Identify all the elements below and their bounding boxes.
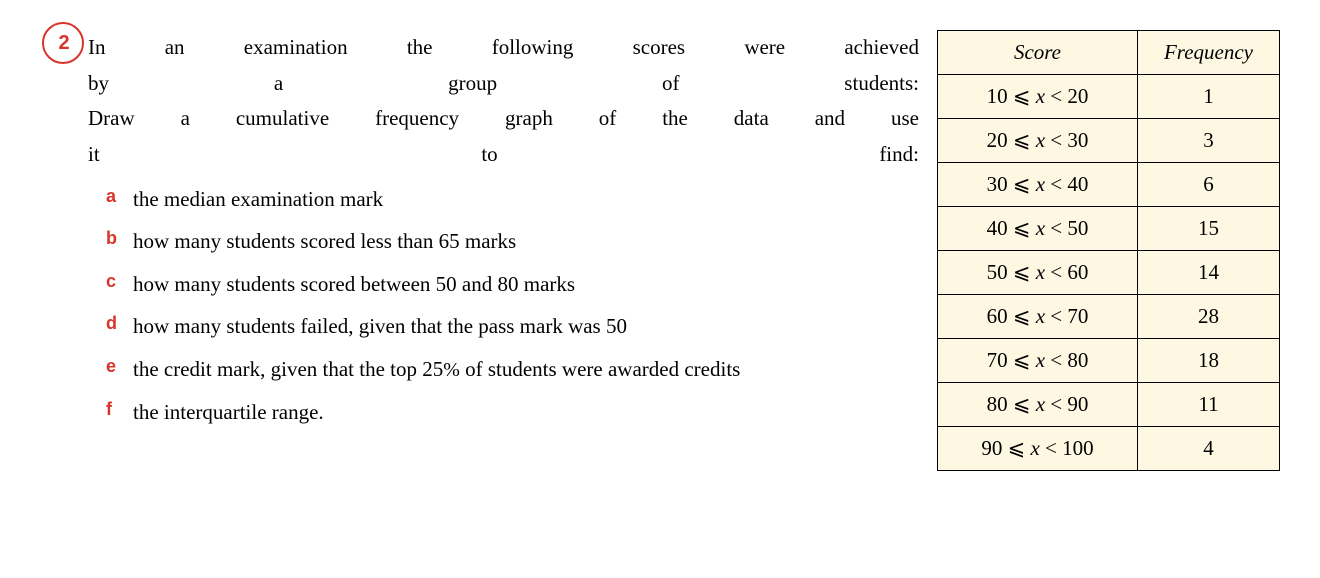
header-score: Score (937, 31, 1137, 75)
right-column: Score Frequency 10 ⩽ x < 20120 ⩽ x < 303… (937, 30, 1280, 471)
freq-cell: 1 (1137, 75, 1279, 119)
subpart-text: the interquartile range. (133, 396, 919, 429)
subpart-f: f the interquartile range. (88, 396, 919, 429)
subpart-c: c how many students scored between 50 an… (88, 268, 919, 301)
score-cell: 40 ⩽ x < 50 (937, 207, 1137, 251)
question-body: In an examination the following scores w… (88, 30, 919, 438)
table-row: 90 ⩽ x < 1004 (937, 427, 1279, 471)
table-row: 60 ⩽ x < 7028 (937, 295, 1279, 339)
header-frequency: Frequency (1137, 31, 1279, 75)
subpart-label: d (88, 310, 133, 343)
table-row: 80 ⩽ x < 9011 (937, 383, 1279, 427)
intro-line-4: it to find: (88, 142, 919, 166)
score-cell: 20 ⩽ x < 30 (937, 119, 1137, 163)
score-cell: 90 ⩽ x < 100 (937, 427, 1137, 471)
score-cell: 50 ⩽ x < 60 (937, 251, 1137, 295)
subpart-d: d how many students failed, given that t… (88, 310, 919, 343)
freq-cell: 4 (1137, 427, 1279, 471)
subpart-text: how many students scored between 50 and … (133, 268, 919, 301)
subpart-text: the median examination mark (133, 183, 919, 216)
subpart-text: the credit mark, given that the top 25% … (133, 353, 919, 386)
table-row: 40 ⩽ x < 5015 (937, 207, 1279, 251)
table-row: 70 ⩽ x < 8018 (937, 339, 1279, 383)
subpart-text: how many students failed, given that the… (133, 310, 919, 343)
freq-cell: 11 (1137, 383, 1279, 427)
table-row: 10 ⩽ x < 201 (937, 75, 1279, 119)
subpart-label: e (88, 353, 133, 386)
question-intro: In an examination the following scores w… (88, 30, 919, 173)
frequency-table: Score Frequency 10 ⩽ x < 20120 ⩽ x < 303… (937, 30, 1280, 471)
freq-cell: 18 (1137, 339, 1279, 383)
score-cell: 80 ⩽ x < 90 (937, 383, 1137, 427)
subpart-label: c (88, 268, 133, 301)
subpart-a: a the median examination mark (88, 183, 919, 216)
freq-cell: 14 (1137, 251, 1279, 295)
score-cell: 70 ⩽ x < 80 (937, 339, 1137, 383)
freq-cell: 6 (1137, 163, 1279, 207)
table-header-row: Score Frequency (937, 31, 1279, 75)
score-cell: 10 ⩽ x < 20 (937, 75, 1137, 119)
freq-cell: 28 (1137, 295, 1279, 339)
subpart-label: f (88, 396, 133, 429)
subparts-list: a the median examination mark b how many… (88, 183, 919, 429)
score-cell: 60 ⩽ x < 70 (937, 295, 1137, 339)
freq-cell: 3 (1137, 119, 1279, 163)
subpart-e: e the credit mark, given that the top 25… (88, 353, 919, 386)
left-column: 2 In an examination the following scores… (40, 30, 919, 438)
freq-cell: 15 (1137, 207, 1279, 251)
question-number: 2 (58, 32, 69, 55)
subpart-text: how many students scored less than 65 ma… (133, 225, 919, 258)
question-container: 2 In an examination the following scores… (40, 30, 1280, 471)
table-row: 30 ⩽ x < 406 (937, 163, 1279, 207)
table-row: 50 ⩽ x < 6014 (937, 251, 1279, 295)
subpart-label: b (88, 225, 133, 258)
intro-line-1: In an examination the following scores w… (88, 35, 919, 59)
table-row: 20 ⩽ x < 303 (937, 119, 1279, 163)
intro-line-2: by a group of students: (88, 71, 919, 95)
score-cell: 30 ⩽ x < 40 (937, 163, 1137, 207)
subpart-label: a (88, 183, 133, 216)
subpart-b: b how many students scored less than 65 … (88, 225, 919, 258)
question-number-wrap: 2 (40, 30, 88, 55)
table-body: 10 ⩽ x < 20120 ⩽ x < 30330 ⩽ x < 40640 ⩽… (937, 75, 1279, 471)
intro-line-3: Draw a cumulative frequency graph of the… (88, 106, 919, 130)
